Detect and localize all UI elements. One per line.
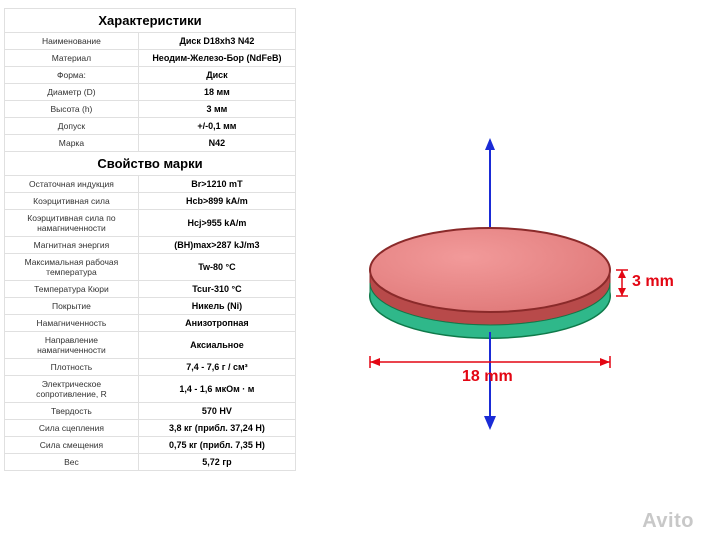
table-row: НаименованиеДиск D18xh3 N42	[5, 33, 296, 50]
spec-label: Сила смещения	[5, 437, 139, 454]
spec-label: Максимальная рабочая температура	[5, 254, 139, 281]
spec-label: Марка	[5, 135, 139, 152]
table-row: Магнитная энергия(BH)max>287 kJ/m3	[5, 237, 296, 254]
spec-label: Твердость	[5, 403, 139, 420]
table-row: МаркаN42	[5, 135, 296, 152]
spec-value: 18 мм	[138, 84, 295, 101]
table-row: Вес5,72 гр	[5, 454, 296, 471]
spec-value: Аксиальное	[138, 332, 295, 359]
spec-value: Анизотропная	[138, 315, 295, 332]
spec-table: Характеристики НаименованиеДиск D18xh3 N…	[4, 8, 296, 471]
spec-label: Температура Кюри	[5, 281, 139, 298]
diagram-panel: 3 mm 18 mm Avito	[300, 0, 720, 539]
spec-value: 3,8 кг (прибл. 37,24 Н)	[138, 420, 295, 437]
spec-label: Электрическое сопротивление, R	[5, 376, 139, 403]
table-row: Электрическое сопротивление, R1,4 - 1,6 …	[5, 376, 296, 403]
table-row: Диаметр (D)18 мм	[5, 84, 296, 101]
spec-label: Допуск	[5, 118, 139, 135]
spec-label: Сила сцепления	[5, 420, 139, 437]
table-row: Коэрцитивная силаHcb>899 kA/m	[5, 193, 296, 210]
spec-value: 0,75 кг (прибл. 7,35 Н)	[138, 437, 295, 454]
table-row: Плотность7,4 - 7,6 г / см³	[5, 359, 296, 376]
section-grade-title: Свойство марки	[5, 152, 296, 176]
section-characteristics-title: Характеристики	[5, 9, 296, 33]
table-row: Остаточная индукцияBr>1210 mT	[5, 176, 296, 193]
spec-value: 7,4 - 7,6 г / см³	[138, 359, 295, 376]
table-row: Максимальная рабочая температураTw-80 °C	[5, 254, 296, 281]
table-row: Коэрцитивная сила по намагниченностиHcj>…	[5, 210, 296, 237]
table-row: МатериалНеодим-Железо-Бор (NdFeB)	[5, 50, 296, 67]
table-row: Направление намагниченностиАксиальное	[5, 332, 296, 359]
table-row: Высота (h)3 мм	[5, 101, 296, 118]
spec-value: 1,4 - 1,6 мкОм · м	[138, 376, 295, 403]
spec-label: Коэрцитивная сила по намагниченности	[5, 210, 139, 237]
table-row: Сила сцепления3,8 кг (прибл. 37,24 Н)	[5, 420, 296, 437]
spec-label: Форма:	[5, 67, 139, 84]
spec-label: Коэрцитивная сила	[5, 193, 139, 210]
spec-label: Магнитная энергия	[5, 237, 139, 254]
spec-label: Покрытие	[5, 298, 139, 315]
spec-label: Плотность	[5, 359, 139, 376]
spec-value: 570 HV	[138, 403, 295, 420]
spec-value: Диск D18xh3 N42	[138, 33, 295, 50]
table-row: ПокрытиеНикель (Ni)	[5, 298, 296, 315]
spec-value: 3 мм	[138, 101, 295, 118]
spec-value: Никель (Ni)	[138, 298, 295, 315]
spec-value: Hcb>899 kA/m	[138, 193, 295, 210]
spec-label: Направление намагниченности	[5, 332, 139, 359]
spec-value: Tw-80 °C	[138, 254, 295, 281]
diameter-dimension-label: 18 mm	[462, 368, 513, 386]
spec-label: Наименование	[5, 33, 139, 50]
table-row: Сила смещения0,75 кг (прибл. 7,35 Н)	[5, 437, 296, 454]
height-dimension-label: 3 mm	[632, 273, 674, 291]
spec-label: Высота (h)	[5, 101, 139, 118]
spec-panel: Характеристики НаименованиеДиск D18xh3 N…	[0, 0, 300, 539]
spec-value: Диск	[138, 67, 295, 84]
spec-label: Материал	[5, 50, 139, 67]
table-row: Твердость570 HV	[5, 403, 296, 420]
spec-value: +/-0,1 мм	[138, 118, 295, 135]
spec-label: Остаточная индукция	[5, 176, 139, 193]
spec-label: Намагниченность	[5, 315, 139, 332]
spec-label: Диаметр (D)	[5, 84, 139, 101]
spec-value: Tcur-310 °C	[138, 281, 295, 298]
spec-label: Вес	[5, 454, 139, 471]
watermark-text: Avito	[642, 510, 694, 533]
spec-value: Br>1210 mT	[138, 176, 295, 193]
disc-diagram: 3 mm 18 mm	[340, 120, 680, 440]
spec-value: Hcj>955 kA/m	[138, 210, 295, 237]
spec-value: 5,72 гр	[138, 454, 295, 471]
spec-value: Неодим-Железо-Бор (NdFeB)	[138, 50, 295, 67]
table-row: Форма:Диск	[5, 67, 296, 84]
spec-value: N42	[138, 135, 295, 152]
table-row: НамагниченностьАнизотропная	[5, 315, 296, 332]
spec-value: (BH)max>287 kJ/m3	[138, 237, 295, 254]
table-row: Температура КюриTcur-310 °C	[5, 281, 296, 298]
table-row: Допуск+/-0,1 мм	[5, 118, 296, 135]
